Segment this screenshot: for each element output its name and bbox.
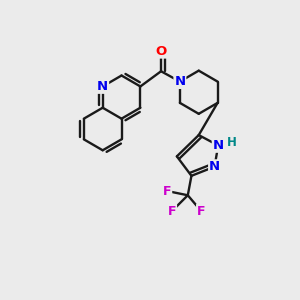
Text: F: F — [163, 184, 171, 197]
Text: N: N — [97, 80, 108, 93]
Text: N: N — [174, 75, 185, 88]
Text: F: F — [168, 205, 176, 218]
Text: H: H — [226, 136, 236, 149]
Text: N: N — [209, 160, 220, 173]
Text: O: O — [155, 45, 167, 58]
Text: F: F — [197, 205, 206, 218]
Text: N: N — [213, 139, 224, 152]
